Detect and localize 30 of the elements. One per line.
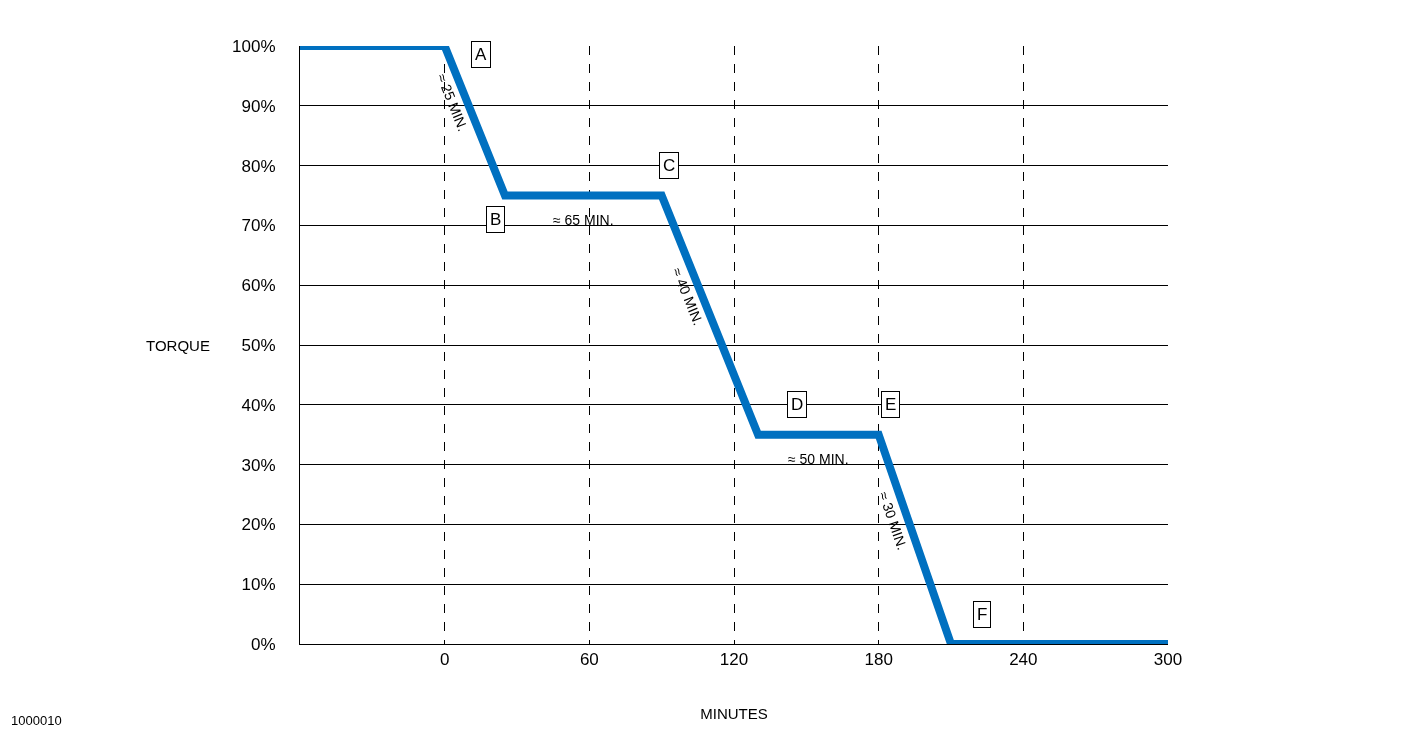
y-tick-label: 80% bbox=[241, 156, 276, 176]
annotation: A bbox=[475, 45, 487, 64]
y-axis-title: TORQUE bbox=[146, 337, 210, 354]
y-tick-label: 60% bbox=[241, 276, 276, 296]
y-tick-label: 10% bbox=[241, 575, 276, 595]
annotation: ≈ 30 MIN. bbox=[875, 489, 911, 552]
y-tick-label: 20% bbox=[241, 515, 276, 535]
x-tick-label: 0 bbox=[439, 650, 450, 670]
x-tick-label: 180 bbox=[864, 650, 893, 670]
x-tick-label: 120 bbox=[719, 650, 749, 670]
annotation: B bbox=[490, 210, 502, 229]
annotation: C bbox=[663, 156, 676, 175]
y-tick-label: 90% bbox=[241, 96, 276, 116]
annotation: E bbox=[885, 395, 897, 414]
annotation: ≈ 50 MIN. bbox=[788, 451, 849, 467]
y-tick-label: 70% bbox=[241, 216, 276, 236]
x-axis-title: MINUTES bbox=[700, 705, 768, 723]
annotation: ≈ 65 MIN. bbox=[553, 212, 614, 228]
text: 1000010 bbox=[11, 713, 62, 728]
y-tick-label: 100% bbox=[232, 36, 276, 56]
y-tick-label: 40% bbox=[241, 395, 276, 415]
annotation: F bbox=[977, 605, 988, 624]
x-tick-label: 300 bbox=[1153, 650, 1183, 670]
y-tick-label: 0% bbox=[251, 634, 276, 654]
y-tick-label: 50% bbox=[241, 335, 276, 355]
x-tick-label: 240 bbox=[1009, 650, 1038, 670]
annotation: D bbox=[791, 395, 804, 414]
x-tick-label: 60 bbox=[579, 650, 599, 670]
y-tick-label: 30% bbox=[241, 455, 276, 475]
annotation: ≈ 25 MIN. bbox=[433, 71, 472, 134]
